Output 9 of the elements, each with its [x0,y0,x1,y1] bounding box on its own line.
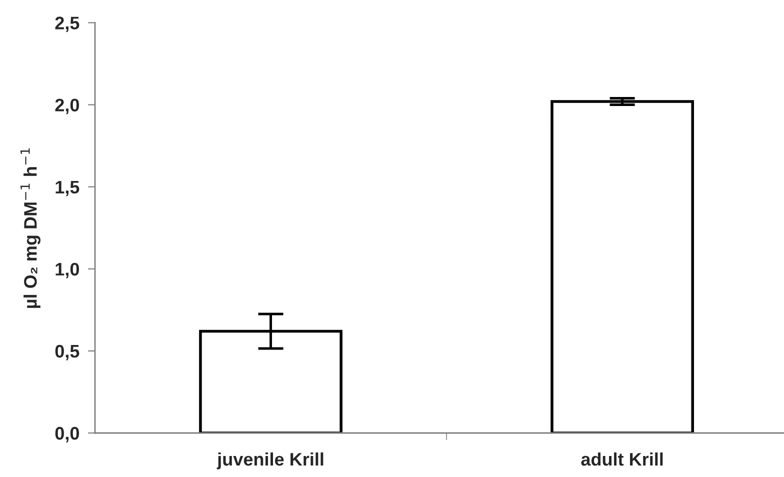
y-tick-label: 0,0 [55,426,79,442]
y-tick-label: 1,0 [56,262,79,278]
y-tick-label: 2,5 [55,16,80,32]
x-tick-label: adult Krill [581,452,663,466]
y-axis-title: µl O₂ mg DM$^{−1}$ h$^{−1}$ [20,148,40,308]
x-tick-label: juvenile Krill [216,452,324,470]
y-tick-label: 2,0 [55,98,79,114]
y-tick-label: 1,5 [56,180,80,196]
y-tick-label: 0,5 [55,344,80,360]
